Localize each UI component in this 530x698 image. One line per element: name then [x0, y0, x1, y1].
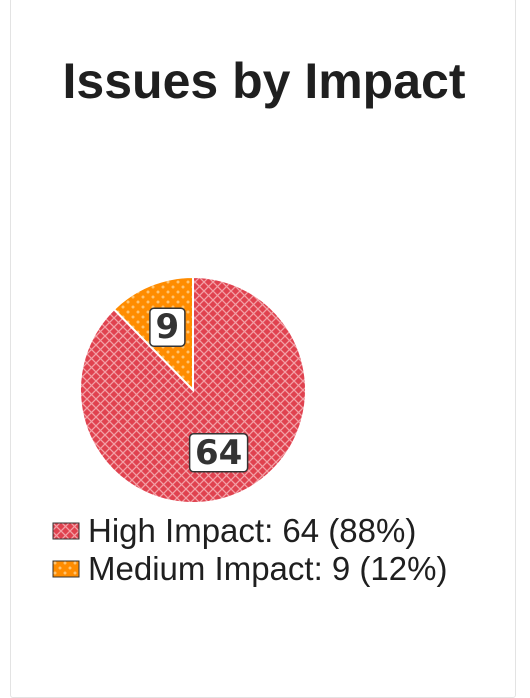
legend-swatch-high-impact [52, 522, 80, 540]
legend-label-medium-impact: Medium Impact: 9 (12%) [88, 550, 447, 588]
chart-legend: High Impact: 64 (88%) Medium Impact: 9 (… [52, 512, 472, 588]
pie-chart: 64 9 [60, 264, 330, 514]
legend-item-medium-impact[interactable]: Medium Impact: 9 (12%) [52, 550, 472, 588]
pie-label-high-impact: 64 [190, 433, 248, 473]
legend-item-high-impact[interactable]: High Impact: 64 (88%) [52, 512, 472, 550]
legend-swatch-medium-impact [52, 560, 80, 578]
chart-title: Issues by Impact [11, 39, 517, 123]
pie-label-medium-impact: 9 [150, 307, 185, 347]
legend-label-high-impact: High Impact: 64 (88%) [88, 512, 416, 550]
svg-text:9: 9 [156, 307, 180, 347]
svg-text:64: 64 [195, 433, 242, 473]
